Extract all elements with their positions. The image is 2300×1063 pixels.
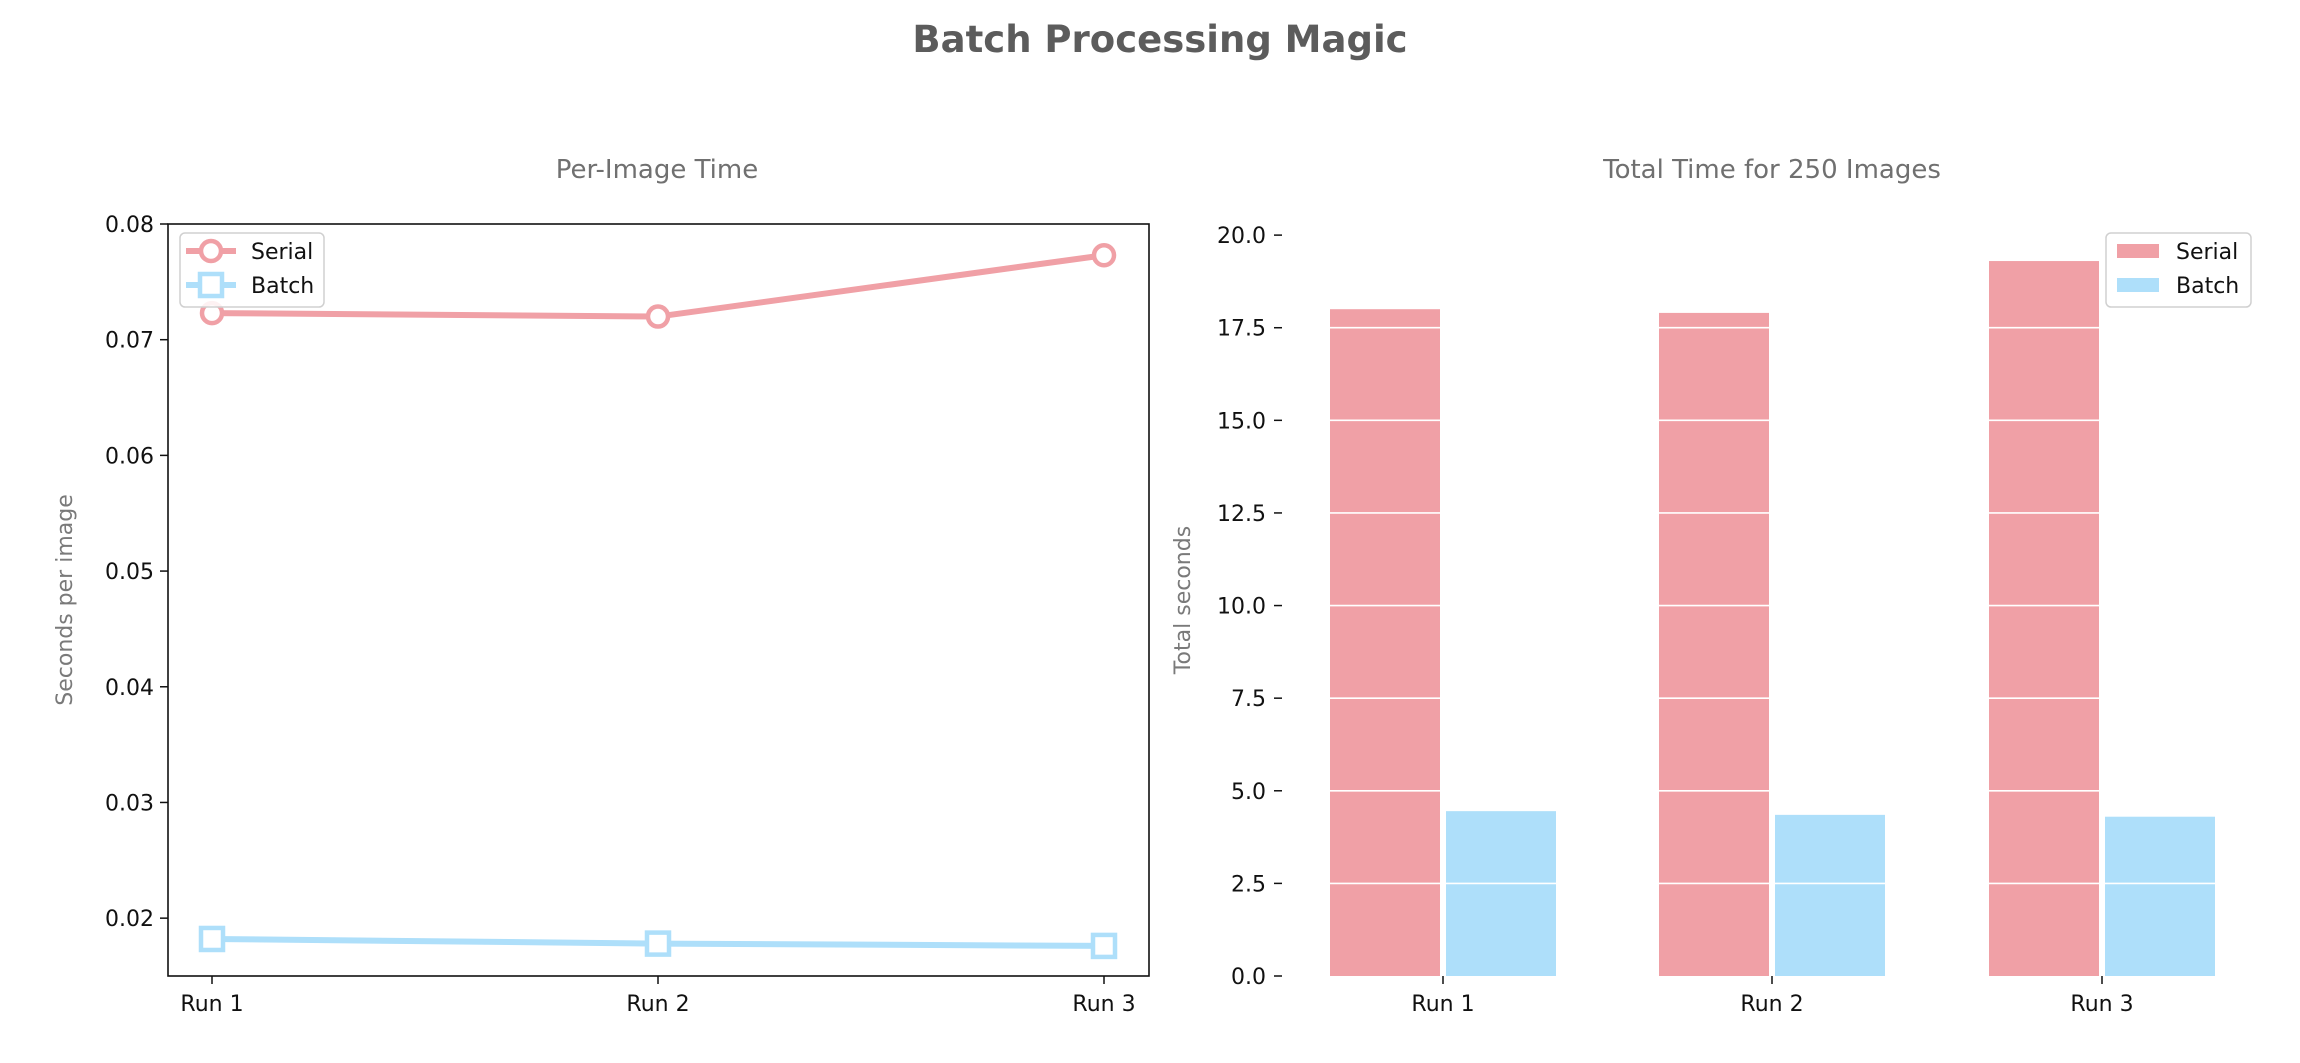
line-chart-axis-ticks: 0.02 0.03 0.04 0.05 0.06 0.07 0.08 Run 1 Run 2 Ru… bbox=[105, 213, 1136, 1017]
bar-chart-axis-ticks: 0.0 2.5 5.0 7.5 10.0 12.5 15.0 17.5 20.0 Run 1 Run… bbox=[1217, 224, 2134, 1017]
y-tick-label: 17.5 bbox=[1217, 317, 1266, 342]
batch-point bbox=[198, 925, 226, 953]
batch-legend-marker bbox=[197, 271, 225, 299]
y-tick-label: 0.0 bbox=[1231, 965, 1266, 990]
batch-point bbox=[1090, 932, 1118, 960]
serial-legend-swatch bbox=[2117, 244, 2159, 258]
bar-chart-bars bbox=[1330, 261, 2215, 977]
bar-chart-title: Total Time for 250 Images bbox=[1602, 155, 1941, 185]
batch-legend-label: Batch bbox=[2176, 274, 2239, 299]
line-chart-ylabel: Seconds per image bbox=[53, 494, 78, 705]
line-chart-legend: Serial Batch bbox=[179, 232, 325, 308]
serial-point bbox=[645, 304, 671, 329]
line-chart-series bbox=[198, 242, 1118, 960]
serial-legend-label: Serial bbox=[2176, 240, 2238, 265]
batch-point bbox=[644, 930, 672, 957]
y-tick-label: 15.0 bbox=[1217, 409, 1266, 434]
batch-bar bbox=[2105, 816, 2215, 976]
line-chart-title: Per-Image Time bbox=[556, 155, 758, 185]
y-tick-label: 20.0 bbox=[1217, 224, 1266, 249]
y-tick-label: 5.0 bbox=[1231, 780, 1266, 805]
y-tick-label: 0.05 bbox=[105, 560, 154, 585]
serial-bar bbox=[1659, 312, 1769, 977]
x-tick-label: Run 3 bbox=[1072, 992, 1135, 1017]
serial-legend-label: Serial bbox=[251, 240, 313, 265]
bar-chart-legend: Serial Batch bbox=[2105, 232, 2252, 308]
y-tick-label: 0.07 bbox=[105, 329, 154, 354]
x-tick-label: Run 1 bbox=[1411, 992, 1474, 1017]
x-tick-label: Run 3 bbox=[2070, 992, 2133, 1017]
serial-point bbox=[1091, 242, 1117, 268]
serial-bar bbox=[1989, 261, 2099, 977]
line-chart-frame bbox=[167, 223, 1150, 977]
batch-bar bbox=[1775, 814, 1885, 976]
batch-legend-swatch bbox=[2117, 278, 2159, 292]
y-tick-label: 7.5 bbox=[1231, 687, 1266, 712]
batch-legend-label: Batch bbox=[251, 274, 314, 299]
y-tick-label: 0.06 bbox=[105, 444, 154, 469]
x-tick-label: Run 1 bbox=[180, 992, 243, 1017]
per-image-time-chart: Per-Image Time Seconds per image 0.020.0… bbox=[53, 155, 1150, 1017]
y-tick-label: 12.5 bbox=[1217, 502, 1266, 527]
y-tick-label: 0.03 bbox=[105, 791, 154, 816]
y-tick-label: 0.08 bbox=[105, 213, 154, 238]
y-tick-label: 0.02 bbox=[105, 907, 154, 932]
x-tick-label: Run 2 bbox=[626, 992, 689, 1017]
bar-chart-ylabel: Total seconds bbox=[1171, 526, 1196, 675]
y-tick-label: 10.0 bbox=[1217, 595, 1266, 620]
bar-chart-gridlines bbox=[1300, 234, 2240, 885]
total-time-chart: Total Time for 250 Images Total seconds … bbox=[1171, 155, 2252, 1017]
batch-bar bbox=[1446, 811, 1556, 976]
y-tick-label: 0.04 bbox=[105, 676, 154, 701]
y-tick-label: 2.5 bbox=[1231, 872, 1266, 897]
figure-title: Batch Processing Magic bbox=[912, 18, 1407, 61]
serial-bar bbox=[1330, 309, 1440, 976]
serial-legend-marker bbox=[198, 238, 224, 264]
x-tick-label: Run 2 bbox=[1740, 992, 1803, 1017]
